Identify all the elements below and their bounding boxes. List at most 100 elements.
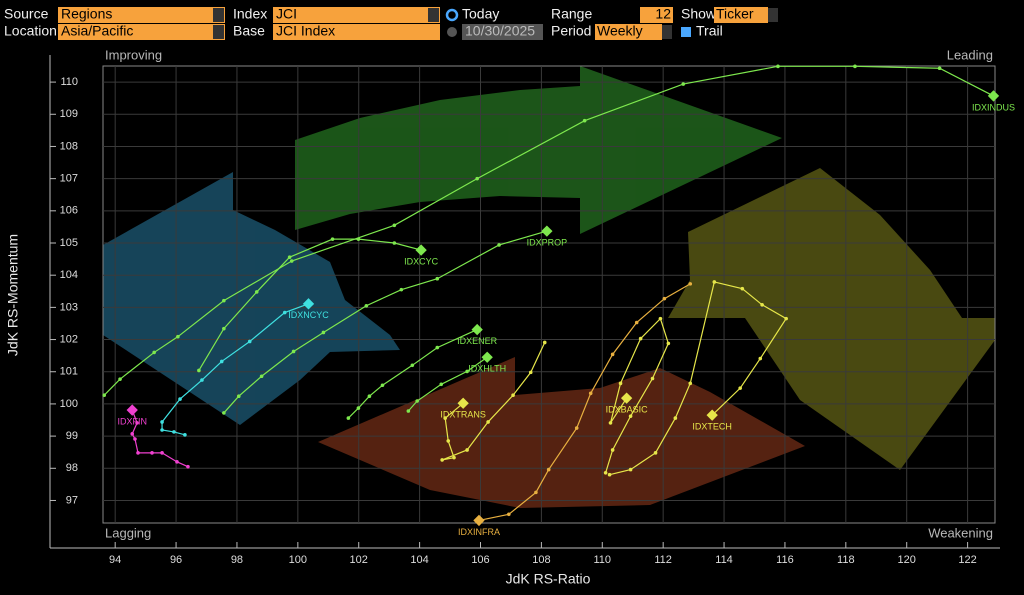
trail-point bbox=[176, 334, 180, 339]
trail-point bbox=[784, 316, 788, 321]
trail-point bbox=[367, 394, 372, 398]
dropdown-arrow[interactable] bbox=[213, 8, 224, 22]
trail-point bbox=[760, 302, 764, 307]
y-tick-label: 107 bbox=[60, 173, 78, 185]
series-label: IDXENER bbox=[457, 336, 498, 346]
input-value[interactable]: JCI Index bbox=[276, 23, 335, 39]
x-tick-label: 118 bbox=[837, 554, 855, 566]
trail-point bbox=[465, 448, 469, 452]
x-tick-label: 100 bbox=[289, 554, 307, 566]
trail-point bbox=[435, 276, 440, 281]
date-input[interactable] bbox=[462, 24, 543, 40]
trail-point bbox=[574, 426, 579, 430]
trail-point bbox=[197, 368, 201, 373]
x-tick-label: 114 bbox=[715, 554, 733, 566]
dropdown-value[interactable]: Asia/Pacific bbox=[61, 23, 133, 39]
series-label: IDXCYC bbox=[404, 256, 439, 266]
radio[interactable] bbox=[447, 27, 457, 37]
dropdown-value[interactable]: JCI bbox=[276, 6, 297, 22]
trail-point bbox=[380, 383, 385, 388]
dropdown-arrow[interactable] bbox=[428, 8, 439, 22]
x-tick-label: 112 bbox=[654, 554, 672, 566]
trail-point bbox=[356, 406, 361, 410]
dropdown[interactable] bbox=[273, 7, 440, 23]
trail-point bbox=[254, 290, 259, 294]
dropdown[interactable] bbox=[58, 24, 225, 40]
trail-point bbox=[247, 339, 252, 344]
trail-point bbox=[853, 64, 857, 69]
trail-point bbox=[392, 223, 397, 228]
date-value[interactable]: 10/30/2025 bbox=[465, 23, 535, 39]
y-tick-label: 108 bbox=[60, 140, 78, 152]
series-label: IDXHLTH bbox=[468, 364, 506, 374]
trail-point bbox=[603, 470, 608, 475]
label[interactable]: Today bbox=[462, 6, 499, 22]
trail bbox=[609, 281, 788, 476]
head-marker bbox=[302, 298, 315, 310]
trail-point bbox=[406, 409, 411, 413]
trail-point bbox=[356, 237, 361, 241]
trail-point bbox=[610, 448, 615, 452]
trail-point bbox=[542, 340, 547, 345]
x-tick-label: 120 bbox=[898, 554, 916, 566]
x-tick-label: 104 bbox=[410, 554, 428, 566]
trail-point bbox=[236, 394, 241, 398]
trail-point bbox=[135, 421, 139, 425]
input[interactable] bbox=[273, 24, 440, 40]
dropdown-arrow[interactable] bbox=[768, 8, 778, 22]
trail bbox=[103, 65, 994, 396]
dropdown-arrow[interactable] bbox=[662, 25, 672, 39]
input-value[interactable]: 12 bbox=[655, 6, 671, 22]
dropdown[interactable] bbox=[714, 7, 768, 23]
dropdown[interactable] bbox=[595, 24, 662, 40]
trail-point bbox=[289, 259, 294, 263]
trail-point bbox=[662, 296, 667, 301]
trail-point bbox=[443, 416, 447, 420]
trail-point bbox=[608, 421, 613, 425]
trail-point bbox=[650, 376, 655, 381]
trail-point bbox=[528, 370, 533, 375]
head-marker bbox=[473, 514, 485, 527]
label[interactable]: Trail bbox=[696, 23, 723, 39]
trail-point bbox=[102, 393, 107, 398]
series-label: IDXINDUS bbox=[972, 102, 1015, 112]
trail-point bbox=[172, 430, 176, 434]
series-label: IDXPROP bbox=[527, 237, 568, 247]
quadrant-label: Weakening bbox=[928, 525, 993, 540]
dropdown-value[interactable]: Regions bbox=[61, 6, 112, 22]
plot-frame bbox=[102, 65, 996, 524]
x-tick-label: 116 bbox=[776, 554, 794, 566]
y-tick-label: 97 bbox=[66, 494, 78, 506]
dropdown[interactable] bbox=[58, 7, 225, 23]
dropdown-value[interactable]: Ticker bbox=[716, 6, 754, 22]
radio[interactable] bbox=[445, 8, 459, 22]
trail-point bbox=[607, 472, 612, 477]
y-tick-label: 99 bbox=[66, 430, 78, 442]
trail-point bbox=[688, 282, 693, 286]
y-tick-label: 109 bbox=[60, 108, 78, 120]
trail-point bbox=[346, 416, 351, 420]
checkbox[interactable] bbox=[681, 27, 691, 37]
trail-point bbox=[282, 310, 287, 315]
quadrant-label: Leading bbox=[947, 47, 993, 62]
trail-point bbox=[175, 460, 179, 464]
trail-point bbox=[588, 391, 593, 396]
series-label: IDXTRANS bbox=[440, 410, 486, 420]
dropdown-value[interactable]: Weekly bbox=[597, 23, 643, 39]
trail-point bbox=[681, 82, 686, 86]
trail-point bbox=[160, 451, 164, 455]
trail-point bbox=[582, 118, 587, 123]
input[interactable] bbox=[640, 7, 673, 23]
trail-point bbox=[688, 381, 693, 386]
x-tick-label: 110 bbox=[594, 554, 612, 566]
series-label: IDXFIN bbox=[117, 416, 147, 426]
trail bbox=[605, 317, 669, 473]
trail-point bbox=[118, 377, 122, 381]
dropdown-arrow[interactable] bbox=[213, 25, 224, 39]
y-tick-label: 110 bbox=[60, 76, 78, 88]
trail-point bbox=[130, 432, 135, 436]
control-bar: Source Regions Index JCI Today Range 12 … bbox=[4, 6, 778, 40]
y-tick-label: 101 bbox=[60, 366, 78, 378]
series-label: IDXNCYC bbox=[288, 310, 329, 320]
head-marker bbox=[471, 323, 483, 336]
